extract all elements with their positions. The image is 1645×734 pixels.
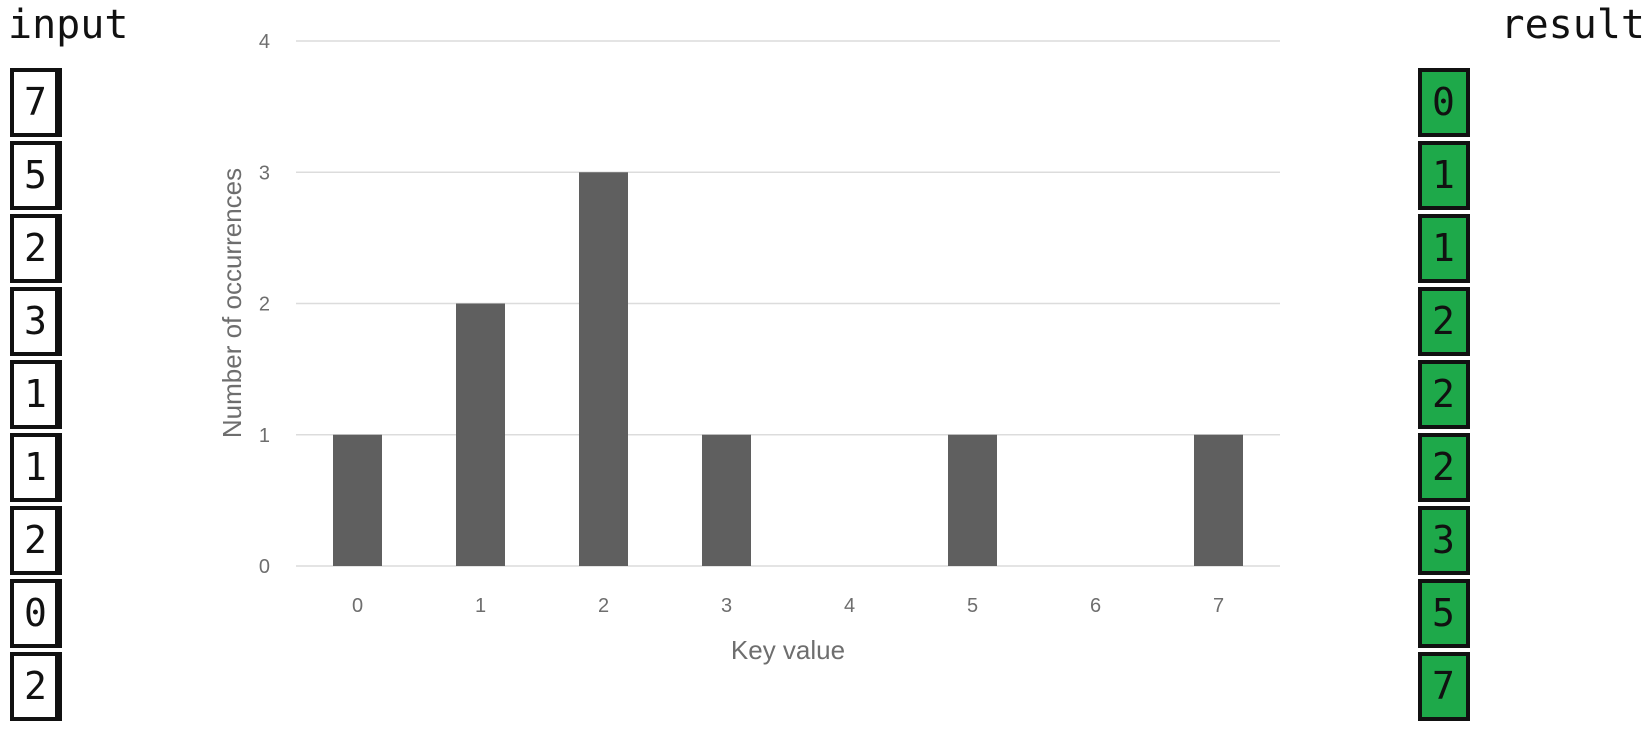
result-cell: 2 xyxy=(1418,287,1470,356)
bar xyxy=(702,434,751,566)
input-cell: 2 xyxy=(10,506,62,575)
x-axis-title: Key value xyxy=(731,635,845,665)
input-cell: 5 xyxy=(10,141,62,210)
result-cell: 5 xyxy=(1418,579,1470,648)
input-cell: 1 xyxy=(10,360,62,429)
input-cell: 0 xyxy=(10,579,62,648)
result-cell: 7 xyxy=(1418,652,1470,721)
input-cell: 7 xyxy=(10,68,62,137)
bar xyxy=(579,172,628,566)
input-array-title: input xyxy=(8,2,129,48)
x-tick-label: 2 xyxy=(598,595,609,617)
y-tick-label: 3 xyxy=(259,162,270,184)
y-tick-label: 1 xyxy=(259,425,270,447)
result-cell: 1 xyxy=(1418,141,1470,210)
result-cell: 2 xyxy=(1418,360,1470,429)
x-tick-label: 7 xyxy=(1213,595,1224,617)
input-cell: 2 xyxy=(10,214,62,283)
x-tick-label: 1 xyxy=(475,595,486,617)
x-tick-label: 6 xyxy=(1090,595,1101,617)
bar xyxy=(456,303,505,566)
x-tick-label: 3 xyxy=(721,595,732,617)
input-cell: 3 xyxy=(10,287,62,356)
bar xyxy=(1194,434,1243,566)
input-cell: 1 xyxy=(10,433,62,502)
result-cell: 2 xyxy=(1418,433,1470,502)
bar xyxy=(333,434,382,566)
x-tick-label: 0 xyxy=(352,595,363,617)
y-tick-label: 0 xyxy=(259,556,270,578)
input-cell: 2 xyxy=(10,652,62,721)
x-tick-label: 5 xyxy=(967,595,978,617)
y-tick-label: 4 xyxy=(259,31,270,53)
y-tick-label: 2 xyxy=(259,294,270,316)
result-cell: 1 xyxy=(1418,214,1470,283)
y-axis-title: Number of occurrences xyxy=(217,168,247,438)
x-tick-label: 4 xyxy=(844,595,855,617)
bar xyxy=(948,434,997,566)
result-cell: 3 xyxy=(1418,506,1470,575)
result-cell: 0 xyxy=(1418,68,1470,137)
result-array-title: result xyxy=(1500,2,1645,48)
